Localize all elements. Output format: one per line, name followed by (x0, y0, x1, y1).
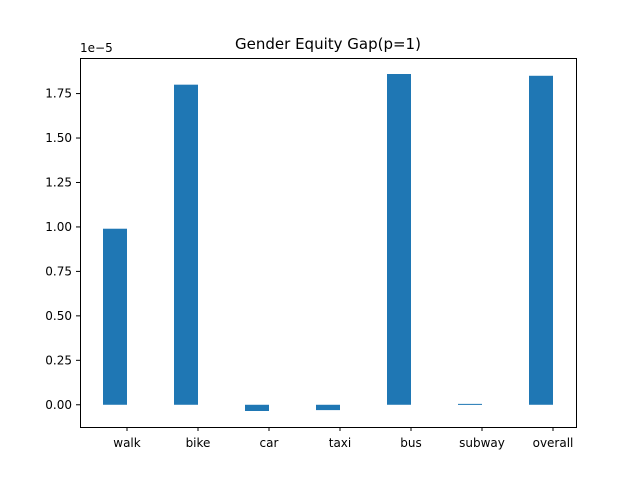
y-tick-label: 0.25 (45, 353, 72, 367)
x-tick-label-taxi: taxi (329, 436, 352, 450)
x-axis-ticks: walk bike car taxi bus subway overall (113, 427, 573, 450)
x-tick-label-car: car (260, 436, 279, 450)
x-tick-label-walk: walk (113, 436, 141, 450)
y-tick-label: 0.00 (45, 398, 72, 412)
x-tick-label-overall: overall (533, 436, 574, 450)
bars-group (103, 74, 553, 411)
y-axis-ticks: 0.00 0.25 0.50 0.75 1.00 1.25 1.50 1.75 (45, 87, 80, 412)
chart-title: Gender Equity Gap(p=1) (235, 35, 421, 53)
y-tick-label: 1.75 (45, 87, 72, 101)
bar-overall (529, 75, 553, 405)
x-tick-label-bike: bike (186, 436, 211, 450)
y-tick-label: 0.50 (45, 309, 72, 323)
y-axis-offset-label: 1e−5 (80, 41, 113, 55)
x-tick-label-bus: bus (400, 436, 421, 450)
bar-bus (387, 74, 411, 405)
x-tick-label-subway: subway (459, 436, 505, 450)
bar-car (245, 404, 269, 411)
y-tick-label: 1.50 (45, 131, 72, 145)
plot-frame (80, 58, 577, 428)
y-tick-label: 0.75 (45, 264, 72, 278)
y-tick-label: 1.25 (45, 175, 72, 189)
bar-bike (174, 84, 198, 405)
bar-subway (458, 403, 482, 405)
bar-taxi (316, 404, 340, 411)
y-tick-label: 1.00 (45, 220, 72, 234)
bar-walk (103, 228, 127, 405)
